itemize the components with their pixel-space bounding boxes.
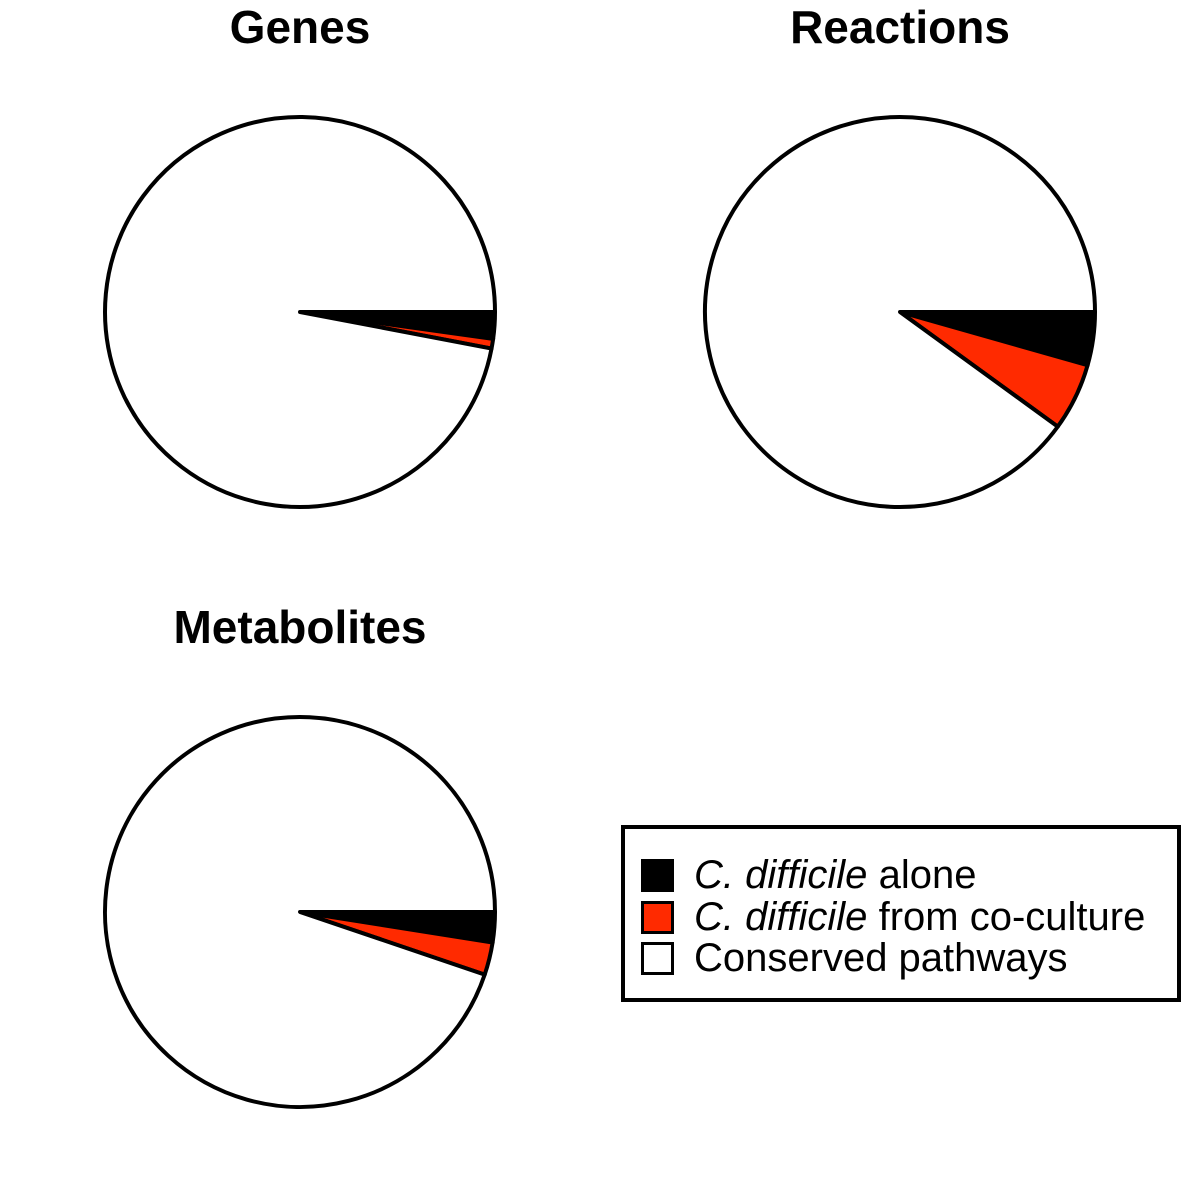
- legend-item-conserved: Conserved pathways: [641, 935, 1068, 980]
- pie-title-metabolites: Metabolites: [173, 601, 426, 653]
- legend: C. difficile alone C. difficile from co-…: [621, 825, 1181, 1002]
- pie-slice-metabolites-conserved: [103, 715, 497, 1109]
- legend-species-name: C. difficile: [694, 852, 868, 897]
- legend-label-alone: alone: [878, 852, 977, 897]
- legend-item-alone: C. difficile alone: [641, 852, 977, 897]
- legend-species-name: C. difficile: [694, 894, 868, 939]
- legend-label-coculture: from co-culture: [878, 894, 1146, 939]
- pie-slices-reactions: [703, 115, 1097, 509]
- pie-slices-genes: [103, 115, 497, 509]
- legend-item-coculture: C. difficile from co-culture: [641, 894, 1146, 939]
- legend-swatch-coculture: [641, 900, 674, 934]
- pie-chart-genes: Genes: [103, 1, 497, 509]
- pie-chart-reactions: Reactions: [703, 1, 1097, 509]
- pie-slice-genes-conserved: [103, 115, 497, 509]
- pie-slices-metabolites: [103, 715, 497, 1109]
- pie-chart-metabolites: Metabolites: [103, 601, 497, 1109]
- pie-title-genes: Genes: [230, 1, 371, 53]
- pie-title-reactions: Reactions: [790, 1, 1010, 53]
- pie-slice-reactions-conserved: [703, 115, 1097, 509]
- legend-swatch-alone: [641, 858, 674, 892]
- legend-label-conserved: Conserved pathways: [694, 935, 1068, 980]
- legend-swatch-conserved: [641, 941, 674, 975]
